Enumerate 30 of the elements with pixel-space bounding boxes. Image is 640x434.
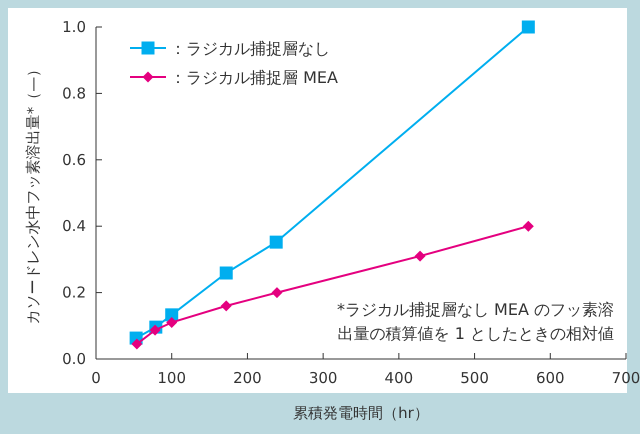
point — [522, 220, 534, 232]
x-tick-label: 300 — [308, 369, 338, 387]
point — [220, 266, 233, 280]
y-tick-label: 0.8 — [62, 84, 86, 102]
x-tick-label: 0 — [91, 369, 101, 387]
x-tick-label: 400 — [384, 369, 414, 387]
annotation: 出量の積算値を 1 としたときの相対値 — [338, 324, 614, 343]
y-tick-label: 1.0 — [62, 18, 86, 36]
y-tick-label: 0.0 — [62, 350, 86, 368]
x-tick-label: 200 — [233, 369, 262, 387]
point — [150, 324, 161, 336]
point — [271, 287, 282, 298]
point — [166, 316, 178, 328]
legend-label: ：ラジカル捕捉層 MEA — [170, 68, 338, 87]
y-tick-label: 0.4 — [62, 217, 86, 236]
x-axis-title: 累積発電時間（hr） — [293, 404, 429, 422]
point — [131, 338, 142, 350]
annotation: *ラジカル捕捉層なし MEA のフッ素溶 — [336, 300, 614, 319]
y-tick-label: 0.6 — [62, 150, 86, 169]
legend-label: ：ラジカル捕捉層なし — [170, 39, 330, 58]
x-tick-label: 600 — [536, 369, 565, 387]
x-tick-label: 100 — [157, 369, 186, 387]
point — [522, 20, 535, 34]
point — [270, 236, 283, 249]
y-axis-title: カソードレン水中フッ素溶出量*（—） — [24, 62, 42, 324]
x-tick-label: 700 — [612, 369, 640, 387]
x-tick-label: 500 — [460, 369, 489, 387]
y-tick-label: 0.2 — [62, 284, 86, 302]
point — [220, 300, 232, 312]
point — [414, 250, 426, 262]
